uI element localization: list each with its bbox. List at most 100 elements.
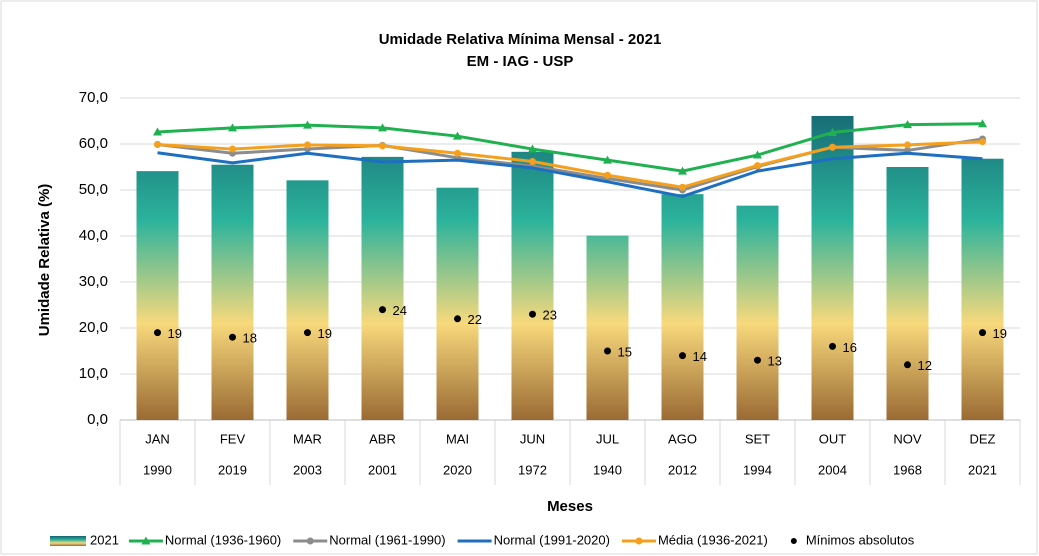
legend-marker [306,537,314,545]
x-tick-label: ABR [369,431,396,446]
line-marker [229,145,236,153]
x-tick-label: DEZ [970,431,996,446]
x-sub-label: 1990 [143,462,172,477]
minimum-point [154,329,161,337]
x-sub-label: 2003 [293,462,322,477]
data-label: 12 [918,358,932,373]
bar [886,167,929,420]
line-marker [153,127,162,136]
line-marker [378,123,387,132]
line-marker [754,162,761,170]
line-marker [829,143,836,151]
data-label: 24 [393,303,407,318]
minimum-point [604,347,611,355]
x-sub-label: 1940 [593,462,622,477]
legend-swatch [50,536,86,546]
x-sub-label: 1994 [743,462,772,477]
legend-marker [635,537,643,545]
bar [511,151,554,420]
x-sub-label: 2001 [368,462,397,477]
line-marker [604,171,611,179]
line-marker [154,140,161,148]
bar [286,180,329,420]
x-tick-label: NOV [893,431,922,446]
data-label: 13 [768,354,782,369]
line-marker [228,123,237,132]
data-label: 19 [993,326,1007,341]
x-sub-label: 2020 [443,462,472,477]
line-marker [379,142,386,150]
y-tick-label: 0,0 [87,411,108,428]
bar [136,171,179,420]
legend-label: Mínimos absolutos [806,532,915,547]
minimum-point [529,310,536,318]
minimum-point [979,329,986,337]
bar [736,205,779,420]
line-marker [678,166,687,175]
legend-marker [141,536,151,545]
bar [211,164,254,420]
minimum-point [229,333,236,341]
x-tick-label: JUL [596,431,619,446]
line-marker [528,144,537,153]
line-marker [828,128,837,136]
x-sub-label: 1968 [893,462,922,477]
data-label: 19 [168,326,182,341]
minimum-point [679,352,686,360]
line-series [157,151,983,198]
line-marker [603,155,612,164]
y-tick-label: 50,0 [79,181,108,198]
line-series [157,122,983,173]
x-tick-label: SET [745,431,770,446]
minimum-point [379,306,386,314]
legend-marker [790,538,797,544]
minimum-point [754,356,761,364]
y-tick-label: 40,0 [79,227,108,244]
line-marker [303,120,312,129]
line-marker [529,157,536,165]
data-label: 23 [543,308,557,323]
y-tick-label: 20,0 [79,319,108,336]
bar [961,158,1004,420]
line-marker [453,131,462,140]
x-sub-label: 2004 [818,462,847,477]
y-tick-label: 30,0 [79,273,108,290]
minimum-point [829,342,836,350]
line-marker [904,141,911,149]
x-tick-label: JUN [520,431,545,446]
legend-label: Normal (1991-2020) [494,532,610,547]
x-sub-label: 2012 [668,462,697,477]
bar [586,235,629,420]
data-label: 19 [318,326,332,341]
bar [436,187,479,420]
x-tick-label: JAN [145,431,170,446]
x-tick-label: MAR [293,431,322,446]
line-marker [753,150,762,159]
data-label: 15 [618,344,632,359]
y-axis-label: Umidade Relativa (%) [36,184,53,337]
data-label: 16 [843,340,857,355]
chart-subtitle: EM - IAG - USP [467,53,574,70]
x-tick-label: FEV [220,431,246,446]
legend-label: Normal (1936-1960) [165,532,281,547]
minimum-point [454,315,461,323]
x-sub-label: 2019 [218,462,247,477]
x-tick-label: MAI [446,431,469,446]
minimum-point [304,329,311,337]
line-marker [454,149,461,157]
legend-label: 2021 [90,532,119,547]
data-label: 18 [243,331,257,346]
minimum-point [904,361,911,369]
line-marker [903,120,912,129]
y-tick-label: 70,0 [79,89,108,106]
x-axis-label: Meses [547,498,593,515]
line-marker [979,138,986,146]
bar [661,194,704,420]
x-tick-label: AGO [668,431,697,446]
line-series [157,140,983,189]
data-label: 22 [468,312,482,327]
y-tick-label: 10,0 [79,365,108,382]
bar [811,115,854,420]
line-marker [304,141,311,149]
